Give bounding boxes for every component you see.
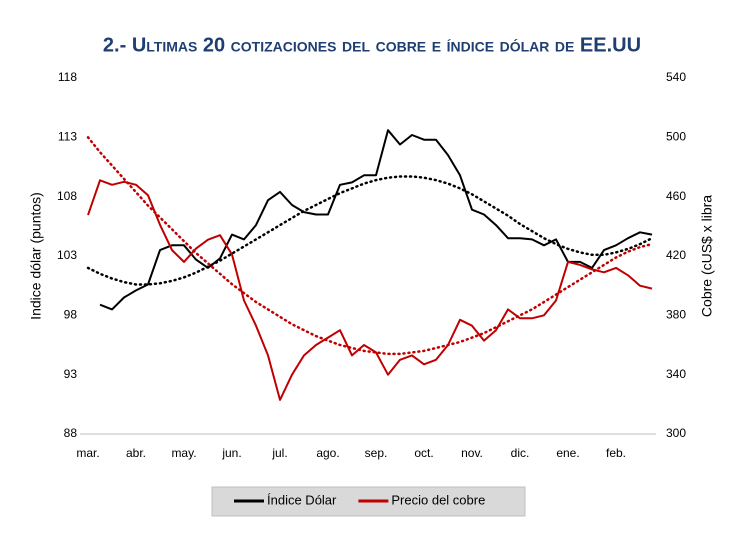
y-tick-label: 98	[64, 308, 78, 322]
y2-tick-label: 380	[666, 308, 686, 322]
y2-tick-label: 300	[666, 426, 686, 440]
trend-line	[86, 175, 654, 286]
y-tick-label: 93	[64, 367, 78, 381]
legend-text: Índice Dólar	[267, 492, 337, 507]
x-tick-label: mar.	[76, 446, 99, 460]
x-tick-label: sep.	[365, 446, 388, 460]
series-line	[87, 179, 653, 401]
y2-tick-label: 540	[666, 70, 686, 84]
y-tick-label: 88	[64, 426, 78, 440]
y-tick-label: 118	[58, 70, 77, 84]
y2-tick-label: 420	[666, 248, 686, 262]
legend-text: Precio del cobre	[391, 492, 485, 507]
y-tick-label: 113	[58, 130, 77, 144]
x-tick-label: nov.	[461, 446, 483, 460]
x-tick-label: may.	[171, 446, 196, 460]
x-tick-label: ago.	[316, 446, 339, 460]
y2-tick-label: 500	[666, 130, 686, 144]
x-tick-label: abr.	[126, 446, 146, 460]
trend-line	[86, 136, 654, 356]
y2-tick-label: 460	[666, 189, 686, 203]
x-tick-label: jun.	[221, 446, 241, 460]
chart-title: 2.- Ultimas 20 cotizaciones del cobre e …	[103, 34, 641, 56]
y-tick-label: 108	[57, 189, 77, 203]
y-tick-label: 103	[57, 248, 77, 262]
y-axis-title: Indice dólar (puntos)	[28, 192, 44, 320]
series-line	[99, 129, 653, 311]
x-tick-label: dic.	[511, 446, 530, 460]
x-tick-label: feb.	[606, 446, 626, 460]
x-tick-label: jul.	[271, 446, 287, 460]
x-tick-label: ene.	[556, 446, 579, 460]
y2-tick-label: 340	[666, 367, 686, 381]
x-tick-label: oct.	[414, 446, 433, 460]
y2-axis-title: Cobre (cUS$ x libra	[699, 195, 715, 317]
